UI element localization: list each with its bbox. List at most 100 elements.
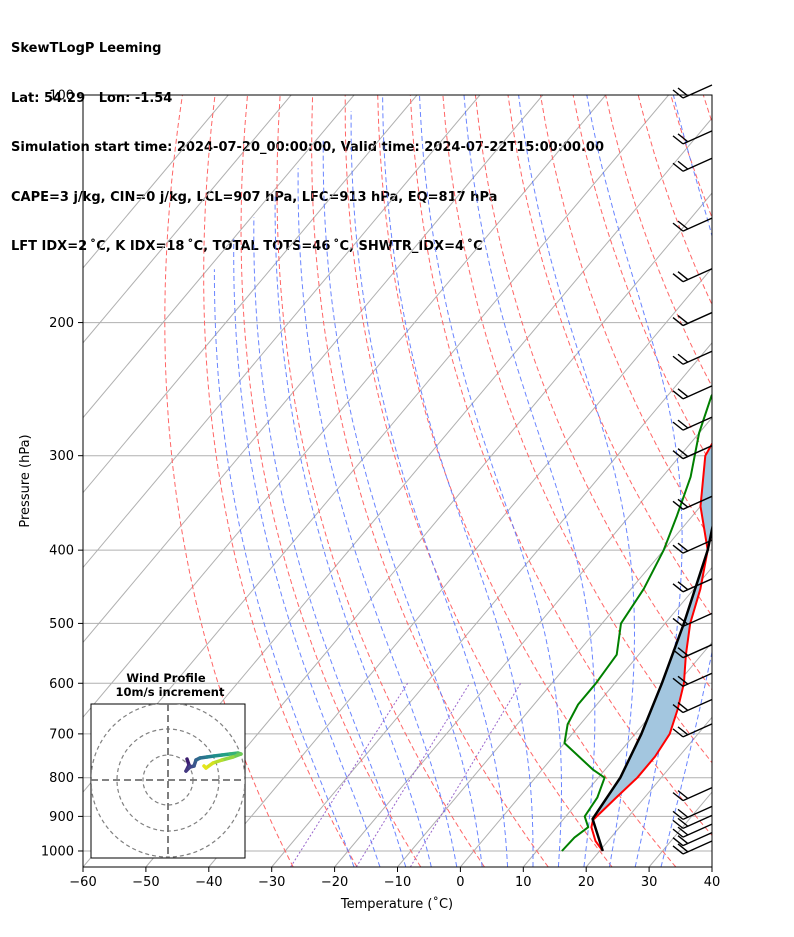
wind-barb — [672, 311, 713, 327]
isotherm-line — [83, 95, 418, 494]
x-tick-label: −50 — [132, 875, 159, 890]
y-tick-label: 300 — [49, 449, 74, 464]
hodograph-segment — [202, 764, 208, 770]
y-tick-label: 200 — [49, 316, 74, 331]
x-tick-label: −60 — [69, 875, 96, 890]
hodograph-title: Wind Profile — [126, 671, 206, 685]
moist-adiabat — [419, 95, 562, 867]
dry-adiabat — [344, 95, 613, 867]
isotherm-line — [397, 491, 712, 867]
title-line-location: Lat: 54.29 Lon: -1.54 — [11, 90, 173, 106]
wind-barb — [672, 350, 713, 365]
y-axis-label: Pressure (hPa) — [18, 434, 33, 527]
wind-barb — [672, 672, 713, 687]
dry-adiabat — [409, 95, 712, 837]
mixing-ratio-line — [290, 683, 409, 867]
dry-adiabat — [474, 95, 712, 691]
wind-barb — [672, 268, 713, 283]
isotherm-line — [460, 566, 712, 867]
isotherm-line — [83, 95, 292, 344]
x-tick-label: 20 — [578, 875, 595, 890]
moist-adiabat — [253, 216, 407, 867]
dry-adiabat — [240, 95, 422, 867]
dry-adiabat — [768, 95, 794, 867]
y-tick-label: 1000 — [41, 844, 74, 859]
x-tick-label: −10 — [384, 875, 411, 890]
parcel-line — [591, 523, 712, 852]
isotherm-line — [145, 192, 712, 867]
wind-barb — [672, 786, 713, 802]
moist-adiabat — [518, 95, 635, 867]
wind-barb — [672, 130, 713, 145]
hodograph-segment — [220, 755, 235, 762]
dry-adiabat — [276, 95, 485, 867]
moist-adiabat — [660, 95, 712, 867]
wind-barb — [672, 612, 713, 628]
dry-adiabat — [311, 95, 549, 867]
isotherm-line — [83, 95, 229, 269]
y-tick-label: 800 — [49, 771, 74, 786]
moist-adiabat — [382, 95, 534, 867]
dry-adiabat — [203, 95, 358, 867]
isotherm-line — [585, 716, 712, 867]
wind-barb — [672, 723, 713, 738]
x-tick-label: −40 — [195, 875, 222, 890]
wind-barb — [672, 84, 713, 99]
moist-adiabat — [213, 269, 355, 867]
dry-adiabat — [637, 95, 712, 306]
dry-adiabat — [442, 95, 712, 764]
dry-adiabat — [377, 95, 677, 867]
dry-adiabat — [540, 95, 712, 543]
isotherm-line — [208, 267, 712, 867]
y-tick-label: 500 — [49, 617, 74, 632]
wind-barb — [672, 539, 713, 554]
hodograph-ring — [91, 704, 245, 858]
wind-barb — [672, 385, 713, 400]
moist-adiabat — [322, 140, 483, 867]
wind-barb — [672, 823, 713, 838]
wind-barb — [672, 416, 713, 431]
temperature-line — [590, 441, 712, 852]
x-tick-label: −30 — [258, 875, 285, 890]
wind-barb — [672, 578, 713, 593]
dry-adiabat — [164, 95, 294, 867]
dry-adiabat — [702, 95, 712, 124]
mixing-ratio-line — [409, 683, 522, 867]
isotherm-line — [83, 95, 481, 569]
y-tick-label: 700 — [49, 727, 74, 742]
x-tick-label: 0 — [456, 875, 464, 890]
x-tick-label: 10 — [515, 875, 532, 890]
y-tick-label: 600 — [49, 677, 74, 692]
y-tick-label: 100 — [49, 89, 74, 104]
isotherm-line — [83, 95, 607, 719]
x-tick-label: 30 — [641, 875, 658, 890]
x-tick-label: −20 — [321, 875, 348, 890]
wind-barb — [672, 445, 713, 460]
hodograph-subtitle: 10m/s increment — [116, 685, 225, 699]
y-tick-label: 900 — [49, 810, 74, 825]
moist-adiabat — [297, 168, 458, 867]
isotherm-line — [83, 95, 544, 644]
wind-barb — [672, 698, 713, 714]
dry-adiabat — [572, 95, 712, 467]
x-tick-label: 40 — [704, 875, 721, 890]
y-tick-label: 400 — [49, 544, 74, 559]
moist-adiabat — [350, 111, 509, 867]
title-line-station: SkewTLogP Leeming — [11, 41, 162, 56]
isotherm-line — [648, 791, 712, 867]
moist-adiabat — [233, 238, 381, 867]
title-line-indices-2: LFT IDX=2 ˚C, K IDX=18 ˚C, TOTAL TOTS=46… — [11, 239, 483, 254]
isotherm-line — [271, 342, 712, 867]
isotherm-line — [83, 95, 355, 419]
mixing-ratio-line — [355, 683, 471, 867]
wind-barb — [672, 157, 713, 172]
wind-barb — [672, 814, 713, 830]
dry-adiabat — [736, 95, 794, 867]
moist-adiabat — [274, 193, 432, 867]
wind-barb — [672, 832, 713, 847]
wind-barb — [672, 805, 713, 821]
wind-barb — [672, 217, 713, 232]
isotherm-line — [522, 641, 712, 867]
dewpoint-line — [561, 393, 712, 852]
